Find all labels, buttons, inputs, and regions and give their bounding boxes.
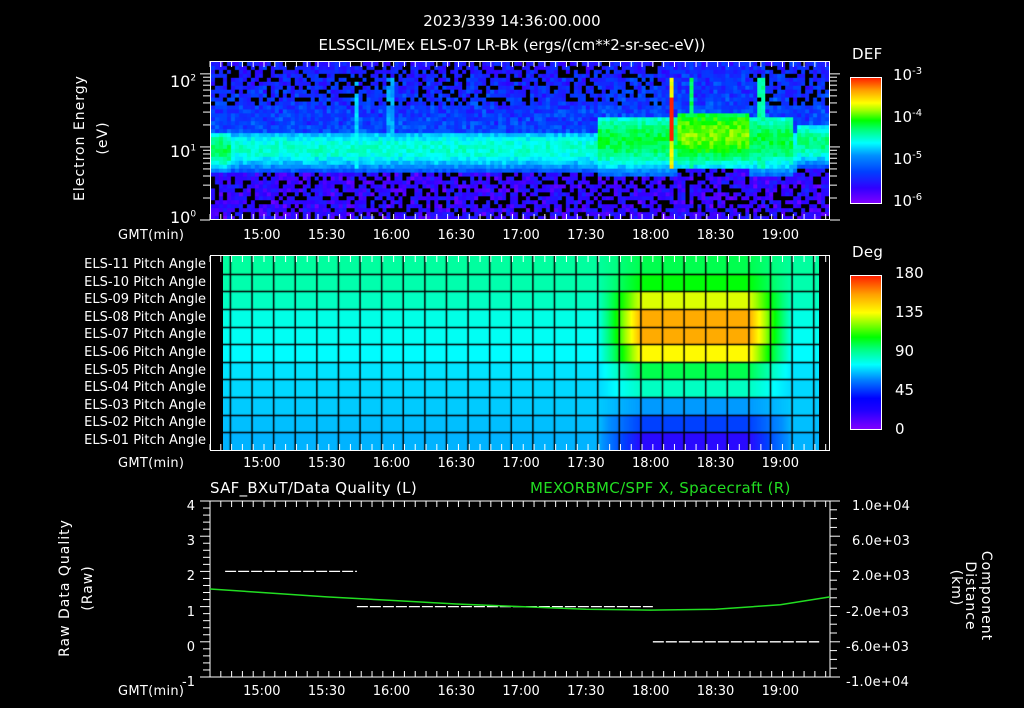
- time-axis-labels-1: 15:00 15:30 16:00 16:30 17:00 17:30 18:00 18:30…: [0, 228, 1024, 244]
- time-tick-label: 18:30: [696, 228, 735, 243]
- ytick-100: 102: [170, 72, 197, 91]
- time-tick-label: 18:00: [631, 228, 670, 243]
- def-colorbar-title: DEF: [852, 45, 883, 63]
- time-tick-label: 19:00: [761, 228, 800, 243]
- gmt-label-1: GMT(min): [118, 228, 185, 243]
- pitch-angle-row-label: ELS-05 Pitch Angle: [84, 362, 206, 378]
- time-tick-label: 15:00: [243, 456, 281, 471]
- time-tick-label: 18:00: [631, 456, 670, 471]
- panel3-left-title: SAF_BXuT/Data Quality (L): [210, 479, 417, 497]
- pitch-angle-row-label: ELS-01 Pitch Angle: [84, 432, 206, 448]
- deg-tick-45: 45: [895, 381, 915, 399]
- time-tick-label: 16:30: [437, 228, 475, 243]
- time-axis-labels-3: 15:00 15:30 16:00 16:30 17:00 17:30 18:00 18:30…: [0, 684, 1024, 700]
- distance-ytick: 6.0e+03: [852, 534, 911, 550]
- def-tick-1e-3: 10-3: [893, 66, 923, 84]
- time-tick-label: 17:00: [502, 456, 540, 471]
- time-tick-label: 18:30: [696, 456, 735, 471]
- quality-ytick: 2: [186, 569, 195, 585]
- pitch-angle-row-label: ELS-03 Pitch Angle: [84, 397, 206, 413]
- def-colorbar: [850, 77, 882, 204]
- distance-ytick: -6.0e+03: [846, 639, 910, 655]
- time-tick-label: 19:00: [761, 684, 800, 699]
- pitch-angle-panel[interactable]: [210, 255, 830, 451]
- energy-ylabel: Electron Energy (eV): [30, 70, 130, 220]
- quality-ytick: 3: [186, 534, 195, 550]
- time-tick-label: 15:30: [307, 684, 346, 699]
- def-tick-1e-5: 10-5: [893, 150, 923, 168]
- distance-ytick: 2.0e+03: [852, 569, 911, 585]
- time-tick-label: 16:00: [372, 456, 411, 471]
- quality-ylabel-line2: (Raw): [80, 565, 96, 611]
- time-tick-label: 17:30: [567, 456, 605, 471]
- pitch-angle-row-label: ELS-10 Pitch Angle: [84, 274, 206, 290]
- energy-ylabel-line2: (eV): [95, 121, 111, 155]
- ytick-10: 101: [170, 142, 197, 161]
- quality-ylabel-line1: Raw Data Quality: [57, 519, 73, 657]
- plot-timestamp: 2023/339 14:36:00.000: [423, 12, 601, 30]
- deg-tick-135: 135: [895, 303, 924, 321]
- time-tick-label: 18:00: [631, 684, 670, 699]
- pitch-angle-row-label: ELS-02 Pitch Angle: [84, 415, 206, 431]
- quality-ytick: -1: [182, 675, 195, 690]
- deg-colorbar: [850, 275, 882, 430]
- plot-subtitle: ELSSCIL/MEx ELS-07 LR-Bk (ergs/(cm**2-sr…: [318, 36, 706, 54]
- pitch-angle-row-label: ELS-04 Pitch Angle: [84, 380, 206, 396]
- time-tick-label: 17:30: [567, 228, 605, 243]
- time-tick-label: 15:00: [243, 228, 281, 243]
- pitch-axis-ticks: [209, 256, 827, 450]
- time-tick-label: 16:30: [437, 456, 475, 471]
- time-tick-label: 15:30: [307, 228, 346, 243]
- time-tick-label: 18:30: [696, 684, 735, 699]
- time-tick-label: 17:00: [502, 684, 540, 699]
- quality-distance-plot[interactable]: [200, 495, 840, 685]
- pitch-angle-row-label: ELS-08 Pitch Angle: [84, 309, 206, 325]
- gmt-label-3: GMT(min): [118, 684, 185, 699]
- time-tick-label: 17:30: [567, 684, 605, 699]
- pitch-angle-row-label: ELS-09 Pitch Angle: [84, 292, 206, 308]
- distance-ytick: -1.0e+04: [846, 675, 910, 690]
- quality-ytick: 1: [186, 604, 195, 620]
- time-tick-label: 16:30: [437, 684, 475, 699]
- time-tick-label: 16:00: [372, 684, 411, 699]
- time-axis-labels-2: 15:00 15:30 16:00 16:30 17:00 17:30 18:00 18:30…: [0, 456, 1024, 472]
- deg-tick-90: 90: [895, 342, 915, 360]
- pitch-angle-row-label: ELS-07 Pitch Angle: [84, 327, 206, 343]
- ytick-1: 100: [170, 208, 197, 227]
- distance-ytick: 1.0e+04: [852, 499, 911, 514]
- energy-axis-ticks: [200, 61, 840, 221]
- time-tick-label: 17:00: [502, 228, 540, 243]
- energy-spectrogram[interactable]: [210, 61, 830, 220]
- distance-ylabel-line1: Component Distance: [962, 550, 994, 642]
- pitch-angle-row-label: ELS-06 Pitch Angle: [84, 344, 206, 360]
- gmt-label-2: GMT(min): [118, 456, 185, 471]
- distance-ylabel-line2: (km): [948, 569, 964, 607]
- time-tick-label: 19:00: [761, 456, 800, 471]
- panel3-right-title: MEXORBMC/SPF X, Spacecraft (R): [530, 479, 791, 497]
- pitch-angle-row-label: ELS-11 Pitch Angle: [84, 257, 206, 272]
- distance-ytick: -2.0e+03: [846, 604, 910, 620]
- deg-colorbar-title: Deg: [852, 243, 884, 261]
- energy-ylabel-line1: Electron Energy: [72, 75, 88, 201]
- def-tick-1e-6: 10-6: [893, 192, 923, 210]
- time-tick-label: 15:00: [243, 684, 281, 699]
- time-tick-label: 16:00: [372, 228, 411, 243]
- deg-tick-0: 0: [895, 420, 905, 438]
- time-tick-label: 15:30: [307, 456, 346, 471]
- quality-ytick: 4: [186, 499, 195, 514]
- deg-tick-180: 180: [895, 264, 924, 282]
- pitch-angle-row-labels: ELS-11 Pitch Angle ELS-10 Pitch Angle ELS-…: [20, 256, 206, 450]
- def-tick-1e-4: 10-4: [893, 108, 923, 126]
- pitch-angle-heatmap: [223, 256, 819, 450]
- quality-ytick: 0: [186, 639, 195, 655]
